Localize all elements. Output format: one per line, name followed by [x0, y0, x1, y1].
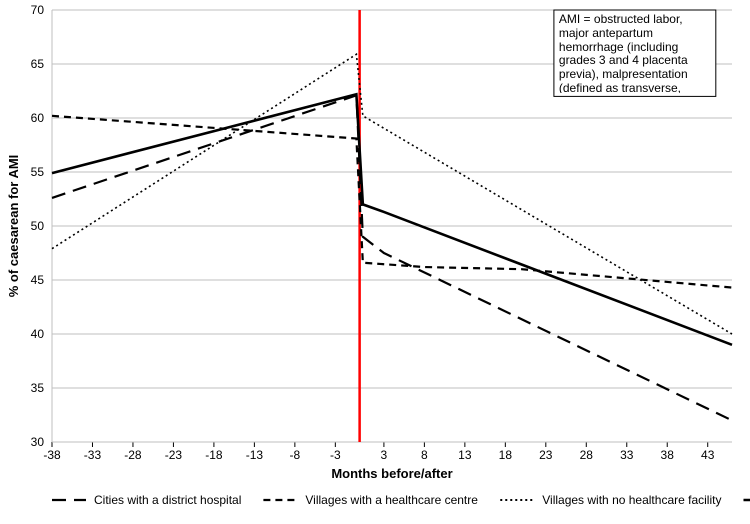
x-tick-label: 23 [539, 448, 553, 462]
legend-label: Cities with a district hospital [94, 493, 241, 507]
legend-label: Villages with a healthcare centre [305, 493, 478, 507]
annotation-text-container: AMI = obstructed labor, major antepartum… [559, 13, 711, 93]
x-tick-label: 8 [421, 448, 428, 462]
x-tick-label: -3 [330, 448, 341, 462]
y-tick-label: 50 [31, 219, 45, 233]
x-tick-label: 33 [620, 448, 634, 462]
chart-container: 303540455055606570-38-33-28-23-18-13-8-3… [0, 0, 750, 524]
line-chart: 303540455055606570-38-33-28-23-18-13-8-3… [0, 0, 750, 524]
y-tick-label: 45 [31, 273, 45, 287]
x-tick-label: 28 [580, 448, 594, 462]
x-tick-label: 13 [458, 448, 472, 462]
x-tick-label: -33 [84, 448, 102, 462]
x-tick-label: 38 [661, 448, 675, 462]
y-tick-label: 40 [31, 327, 45, 341]
x-tick-label: -38 [43, 448, 61, 462]
y-tick-label: 35 [31, 381, 45, 395]
legend-label: Villages with no healthcare facility [542, 493, 721, 507]
x-tick-label: -28 [124, 448, 142, 462]
y-tick-label: 60 [31, 111, 45, 125]
x-axis-title: Months before/after [331, 466, 452, 481]
y-axis-title: % of caesarean for AMI [6, 155, 21, 298]
y-tick-label: 30 [31, 435, 45, 449]
y-tick-label: 70 [31, 3, 45, 17]
x-tick-label: 18 [499, 448, 513, 462]
x-tick-label: -23 [165, 448, 183, 462]
x-tick-label: 43 [701, 448, 715, 462]
x-tick-label: 3 [381, 448, 388, 462]
x-tick-label: -13 [246, 448, 264, 462]
x-tick-label: -8 [290, 448, 301, 462]
y-tick-label: 55 [31, 165, 45, 179]
y-tick-label: 65 [31, 57, 45, 71]
x-tick-label: -18 [205, 448, 223, 462]
annotation-text: AMI = obstructed labor, major antepartum… [559, 13, 711, 93]
